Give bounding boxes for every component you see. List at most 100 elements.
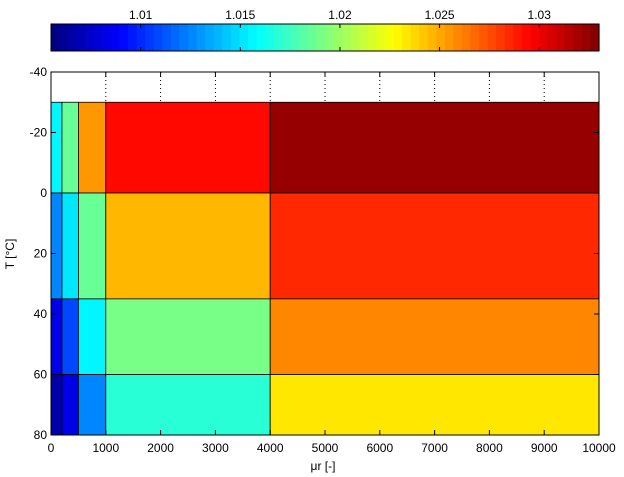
colorbar-swatch (376, 24, 386, 51)
colorbar-swatch (196, 24, 206, 51)
colorbar-swatch (359, 24, 369, 51)
heatmap-cell (105, 101, 271, 194)
y-tick-label: 0 (40, 186, 47, 200)
colorbar-swatch (342, 24, 352, 51)
colorbar-swatch (470, 24, 480, 51)
y-tick-label: 20 (34, 247, 48, 261)
colorbar-swatch (556, 24, 566, 51)
colorbar-swatch (384, 24, 395, 51)
colorbar-swatch (273, 24, 283, 51)
colorbar-swatch (564, 24, 574, 51)
colorbar-tick-label: 1.02 (328, 8, 352, 22)
y-tick-label: -40 (30, 65, 48, 79)
colorbar-swatch (102, 24, 112, 51)
colorbar-swatch (436, 24, 446, 51)
heatmap-cell (50, 192, 63, 300)
heatmap-plot: 0 1000 2000 3000 4000 5000 6000 7000 8000 9000 100… (30, 65, 616, 455)
colorbar-swatch (350, 24, 360, 51)
heatmap-cell (61, 298, 79, 375)
colorbar-swatch (188, 24, 198, 51)
colorbar-swatch (256, 24, 266, 51)
colorbar-swatch (521, 24, 532, 51)
colorbar-swatch (128, 24, 138, 51)
y-tick-label: 60 (34, 368, 48, 382)
colorbar-swatch (170, 24, 181, 51)
colorbar-swatch (590, 24, 600, 51)
colorbar-swatch (136, 24, 146, 51)
colorbar-swatch (453, 24, 463, 51)
heatmap-cell (50, 374, 63, 436)
x-tick-label: 4000 (257, 441, 284, 455)
colorbar-tick-label: 1.025 (425, 8, 455, 22)
colorbar-swatch (410, 24, 420, 51)
heatmap-cell (78, 298, 107, 375)
colorbar-swatch (307, 24, 318, 51)
colorbar-swatch (222, 24, 232, 51)
heatmap-cell (78, 101, 107, 194)
colorbar-swatch (539, 24, 549, 51)
colorbar-swatch (282, 24, 292, 51)
x-tick-label: 5000 (312, 441, 339, 455)
colorbar-tick-label: 1.03 (528, 8, 552, 22)
x-tick-label: 7000 (421, 441, 448, 455)
heatmap-cell (78, 192, 107, 300)
heatmap-cell (78, 374, 107, 436)
colorbar-swatch (393, 24, 403, 51)
x-tick-label: 10000 (582, 441, 616, 455)
y-tick-label: 80 (34, 428, 48, 442)
colorbar-tick-label: 1.01 (129, 8, 153, 22)
colorbar-swatch (59, 24, 69, 51)
colorbar-tick-label: 1.015 (225, 8, 255, 22)
colorbar-swatch (290, 24, 300, 51)
colorbar-swatch (419, 24, 429, 51)
colorbar-swatch (487, 24, 497, 51)
colorbar-swatch (110, 24, 121, 51)
heatmap-cell (269, 298, 600, 375)
colorbar-swatch (299, 24, 309, 51)
colorbar-swatch (427, 24, 437, 51)
colorbar-swatch (119, 24, 129, 51)
colorbar-swatch (581, 24, 592, 51)
colorbar-swatch (265, 24, 275, 51)
colorbar-swatch (93, 24, 103, 51)
colorbar-swatch (51, 24, 61, 51)
colorbar-swatch (547, 24, 557, 51)
x-tick-label: 9000 (531, 441, 558, 455)
colorbar-swatch (444, 24, 455, 51)
colorbar-swatch (179, 24, 189, 51)
colorbar-swatch (333, 24, 343, 51)
heatmap-cell (50, 298, 63, 375)
x-tick-label: 6000 (366, 441, 393, 455)
x-tick-label: 1000 (92, 441, 119, 455)
heatmap-cell (61, 101, 79, 194)
x-tick-label: 8000 (476, 441, 503, 455)
colorbar-swatch (402, 24, 412, 51)
y-axis-label: T [°C] (3, 239, 17, 270)
heatmap-cell (105, 192, 271, 300)
colorbar-swatch (513, 24, 523, 51)
colorbar-swatch (76, 24, 86, 51)
colorbar-swatch (247, 24, 258, 51)
heatmap-cell (269, 101, 600, 194)
heatmap-cell (50, 101, 63, 194)
y-tick-label: -20 (30, 126, 48, 140)
colorbar-swatch (325, 24, 335, 51)
y-tick-label: 40 (34, 307, 48, 321)
colorbar-swatch (213, 24, 223, 51)
heatmap-cell (269, 374, 600, 436)
colorbar-swatch (239, 24, 249, 51)
colorbar-swatch (496, 24, 506, 51)
colorbar-swatch (367, 24, 377, 51)
x-tick-label: 0 (48, 441, 55, 455)
heatmap-cell (61, 374, 79, 436)
colorbar: 1.01 1.015 1.02 1.025 1.03 (50, 8, 600, 52)
colorbar-swatch (573, 24, 583, 51)
colorbar-swatch (68, 24, 78, 51)
heatmap-cell (105, 298, 271, 375)
x-tick-label: 2000 (147, 441, 174, 455)
colorbar-swatch (85, 24, 95, 51)
colorbar-swatch (230, 24, 240, 51)
colorbar-swatch (145, 24, 155, 51)
colorbar-swatch (462, 24, 472, 51)
